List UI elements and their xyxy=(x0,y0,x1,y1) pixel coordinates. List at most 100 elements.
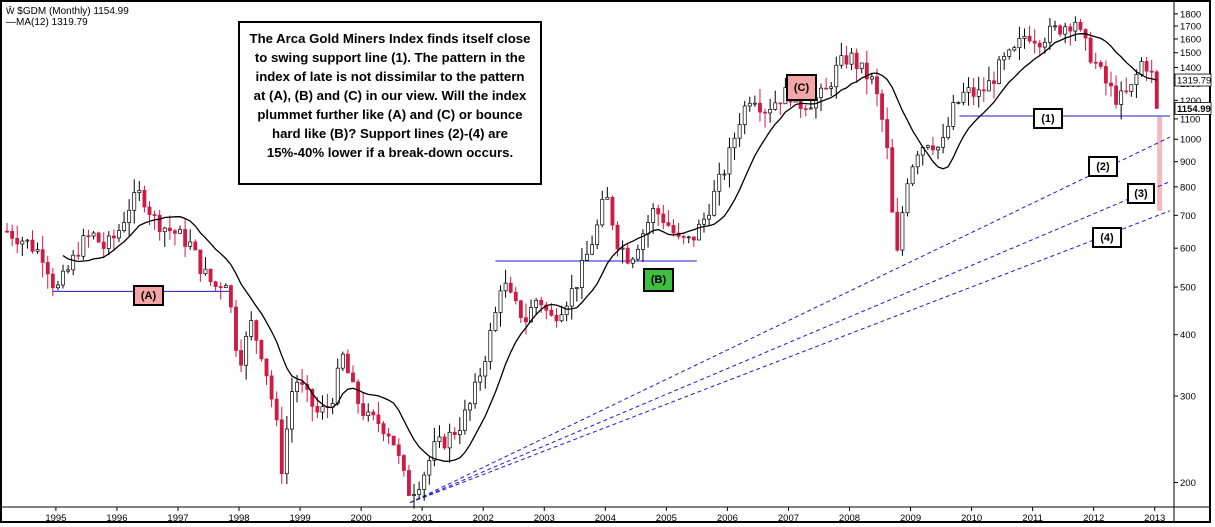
candle-up xyxy=(915,154,920,168)
candle-down xyxy=(371,411,376,416)
candle-down xyxy=(386,433,391,437)
price-tag-last: 1154.99 xyxy=(1177,104,1211,115)
candle-down xyxy=(1078,21,1083,30)
candle-up xyxy=(178,229,182,234)
candle-down xyxy=(96,232,101,243)
candle-up xyxy=(1139,61,1144,75)
candle-down xyxy=(361,403,366,416)
candle-down xyxy=(895,211,900,251)
candle-up xyxy=(81,235,86,257)
candle-up xyxy=(696,223,701,241)
candle-up xyxy=(493,312,498,331)
breakdown-range-bar xyxy=(1157,116,1163,211)
candle-down xyxy=(40,249,45,263)
candle-down xyxy=(396,444,401,456)
candle-up xyxy=(605,196,610,200)
candle-up xyxy=(503,282,508,292)
x-axis: 1995 1996 1997 1998 1999 2000 2001 2002 2003 2004… xyxy=(0,506,1211,524)
candle-down xyxy=(50,273,55,289)
candle-up xyxy=(620,247,625,250)
candle-up xyxy=(722,173,727,176)
candle-down xyxy=(661,213,666,224)
candle-down xyxy=(213,281,218,287)
legend-symbol-text: $GDM (Monthly) 1154.99 xyxy=(17,6,129,17)
candle-up xyxy=(941,137,946,148)
candle-up xyxy=(61,270,65,286)
candle-down xyxy=(763,111,767,114)
candle-up xyxy=(961,91,966,103)
candle-up xyxy=(651,208,656,223)
candle-down xyxy=(1037,42,1042,48)
candle-up xyxy=(203,268,208,274)
candle-up xyxy=(702,218,706,225)
y-tick-label: 900 xyxy=(1180,157,1196,168)
x-tick-label: 1998 xyxy=(228,513,249,524)
candle-down xyxy=(254,320,259,341)
candle-down xyxy=(5,230,9,233)
candle-up xyxy=(1073,21,1078,32)
candle-up xyxy=(910,166,915,185)
label-support-4: (4) xyxy=(1092,227,1122,248)
candle-up xyxy=(35,249,40,252)
candle-up xyxy=(457,430,462,435)
candle-down xyxy=(167,227,172,232)
candle-down xyxy=(152,214,157,216)
candle-down xyxy=(656,208,661,215)
candle-down xyxy=(854,52,859,69)
candle-up xyxy=(727,147,732,175)
ma-12-line xyxy=(62,33,1157,462)
candle-up xyxy=(188,241,193,247)
candle-up xyxy=(447,431,452,449)
candle-up xyxy=(422,474,427,490)
candle-down xyxy=(101,241,106,249)
candle-up xyxy=(773,102,778,110)
candle-up xyxy=(340,353,345,369)
candle-down xyxy=(1027,35,1032,42)
candle-up xyxy=(956,101,961,104)
x-tick-label: 2008 xyxy=(839,513,860,524)
legend-ma: —MA(12) 1319.79 xyxy=(6,17,88,28)
candle-up xyxy=(732,137,737,149)
candle-down xyxy=(381,423,386,435)
breakdown-zone xyxy=(1157,116,1163,211)
candle-down xyxy=(147,206,152,215)
x-tick-label: 2004 xyxy=(595,513,616,524)
candle-down xyxy=(1088,37,1093,63)
y-tick-label: 400 xyxy=(1180,330,1196,341)
candle-up xyxy=(849,52,854,65)
candle-up xyxy=(1134,74,1139,86)
y-tick-label: 800 xyxy=(1180,182,1196,193)
candle-up xyxy=(223,285,228,288)
candle-down xyxy=(1124,90,1129,93)
candle-up xyxy=(976,89,981,97)
candle-up xyxy=(712,190,717,216)
candle-up xyxy=(925,145,930,148)
candle-up xyxy=(768,109,773,114)
candle-down xyxy=(407,470,411,496)
x-tick-label: 1997 xyxy=(167,513,188,524)
candles-layer xyxy=(5,16,1159,509)
candle-down xyxy=(890,147,895,213)
candle-down xyxy=(1144,61,1149,72)
candle-up xyxy=(574,287,579,289)
candle-up xyxy=(747,102,752,107)
x-tick-label: 1995 xyxy=(45,513,66,524)
candle-up xyxy=(590,244,595,255)
candle-down xyxy=(356,381,361,404)
y-tick-label: 700 xyxy=(1180,211,1196,222)
candle-up xyxy=(462,409,467,431)
candle-up xyxy=(290,391,294,430)
y-tick-label: 1200 xyxy=(1180,96,1201,107)
y-tick-label: 500 xyxy=(1180,283,1196,294)
candle-down xyxy=(279,419,284,475)
candle-up xyxy=(717,173,722,192)
x-tick-label: 2000 xyxy=(351,513,372,524)
candle-down xyxy=(401,455,406,471)
candle-down xyxy=(259,340,264,360)
candle-down xyxy=(931,145,935,151)
candle-down xyxy=(1093,61,1098,64)
candle-down xyxy=(1103,66,1108,84)
y-axis: 2003004005006007008009001000110012001300… xyxy=(1173,0,1212,523)
candle-up xyxy=(819,87,823,98)
x-tick-label: 2007 xyxy=(778,513,799,524)
